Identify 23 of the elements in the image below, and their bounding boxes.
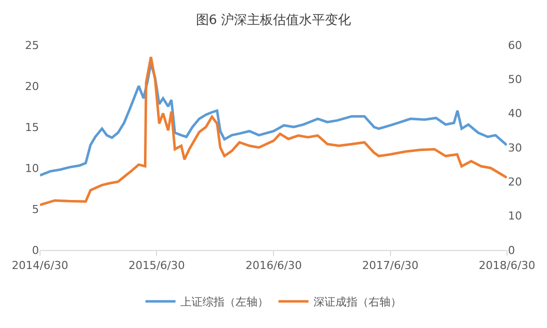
x-tick-label: 2018/6/30: [478, 259, 536, 272]
y2-tick-label: 0: [508, 244, 515, 257]
chart-title: 图6 沪深主板估值水平变化: [196, 12, 352, 28]
y2-tick-label: 60: [508, 38, 522, 52]
line-series: [40, 56, 507, 206]
x-tick-label: 2016/6/30: [245, 259, 302, 272]
x-tick-label: 2017/6/30: [362, 259, 419, 272]
y-tick-label: 20: [25, 80, 39, 93]
y-tick-label: 5: [32, 202, 39, 216]
y2-tick-label: 30: [508, 141, 522, 154]
x-tick-label: 2014/6/30: [12, 259, 68, 272]
legend-label: 深证成指（右轴）: [314, 296, 402, 309]
y-tick-label: 25: [25, 38, 39, 52]
line-series: [40, 62, 507, 177]
y2-tick-label: 20: [508, 176, 522, 189]
legend-label: 上证综指（左轴）: [180, 296, 268, 309]
x-tick-label: 2015/6/30: [128, 259, 185, 272]
y-tick-label: 10: [25, 162, 39, 175]
y-tick-label: 15: [25, 120, 39, 134]
y2-tick-label: 50: [508, 73, 522, 86]
y-tick-label: 0: [32, 244, 39, 257]
y2-tick-label: 10: [508, 210, 522, 223]
y2-tick-label: 40: [508, 107, 522, 120]
